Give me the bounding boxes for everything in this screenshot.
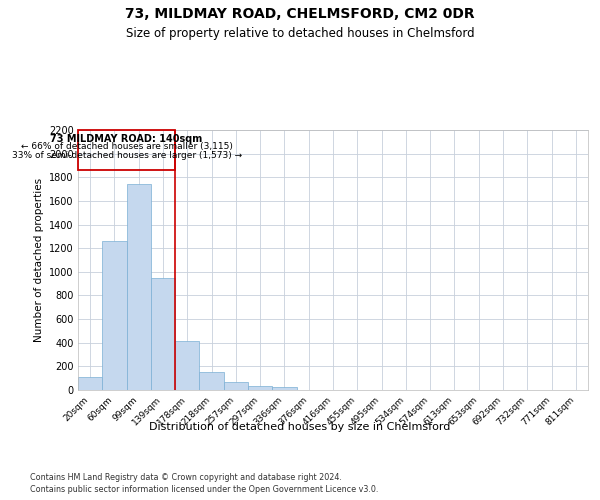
Bar xyxy=(78,130,175,170)
Bar xyxy=(78,377,102,390)
Bar xyxy=(199,372,224,390)
Text: Contains public sector information licensed under the Open Government Licence v3: Contains public sector information licen… xyxy=(30,485,379,494)
Text: Size of property relative to detached houses in Chelmsford: Size of property relative to detached ho… xyxy=(125,28,475,40)
Bar xyxy=(175,341,199,390)
Y-axis label: Number of detached properties: Number of detached properties xyxy=(34,178,44,342)
Text: 73 MILDMAY ROAD: 140sqm: 73 MILDMAY ROAD: 140sqm xyxy=(50,134,203,144)
Text: Distribution of detached houses by size in Chelmsford: Distribution of detached houses by size … xyxy=(149,422,451,432)
Text: Contains HM Land Registry data © Crown copyright and database right 2024.: Contains HM Land Registry data © Crown c… xyxy=(30,472,342,482)
Bar xyxy=(248,386,272,390)
Text: 73, MILDMAY ROAD, CHELMSFORD, CM2 0DR: 73, MILDMAY ROAD, CHELMSFORD, CM2 0DR xyxy=(125,8,475,22)
Text: ← 66% of detached houses are smaller (3,115): ← 66% of detached houses are smaller (3,… xyxy=(20,142,233,152)
Bar xyxy=(272,387,296,390)
Text: 33% of semi-detached houses are larger (1,573) →: 33% of semi-detached houses are larger (… xyxy=(11,150,242,160)
Bar xyxy=(102,241,127,390)
Bar xyxy=(127,184,151,390)
Bar xyxy=(151,278,175,390)
Bar xyxy=(224,382,248,390)
